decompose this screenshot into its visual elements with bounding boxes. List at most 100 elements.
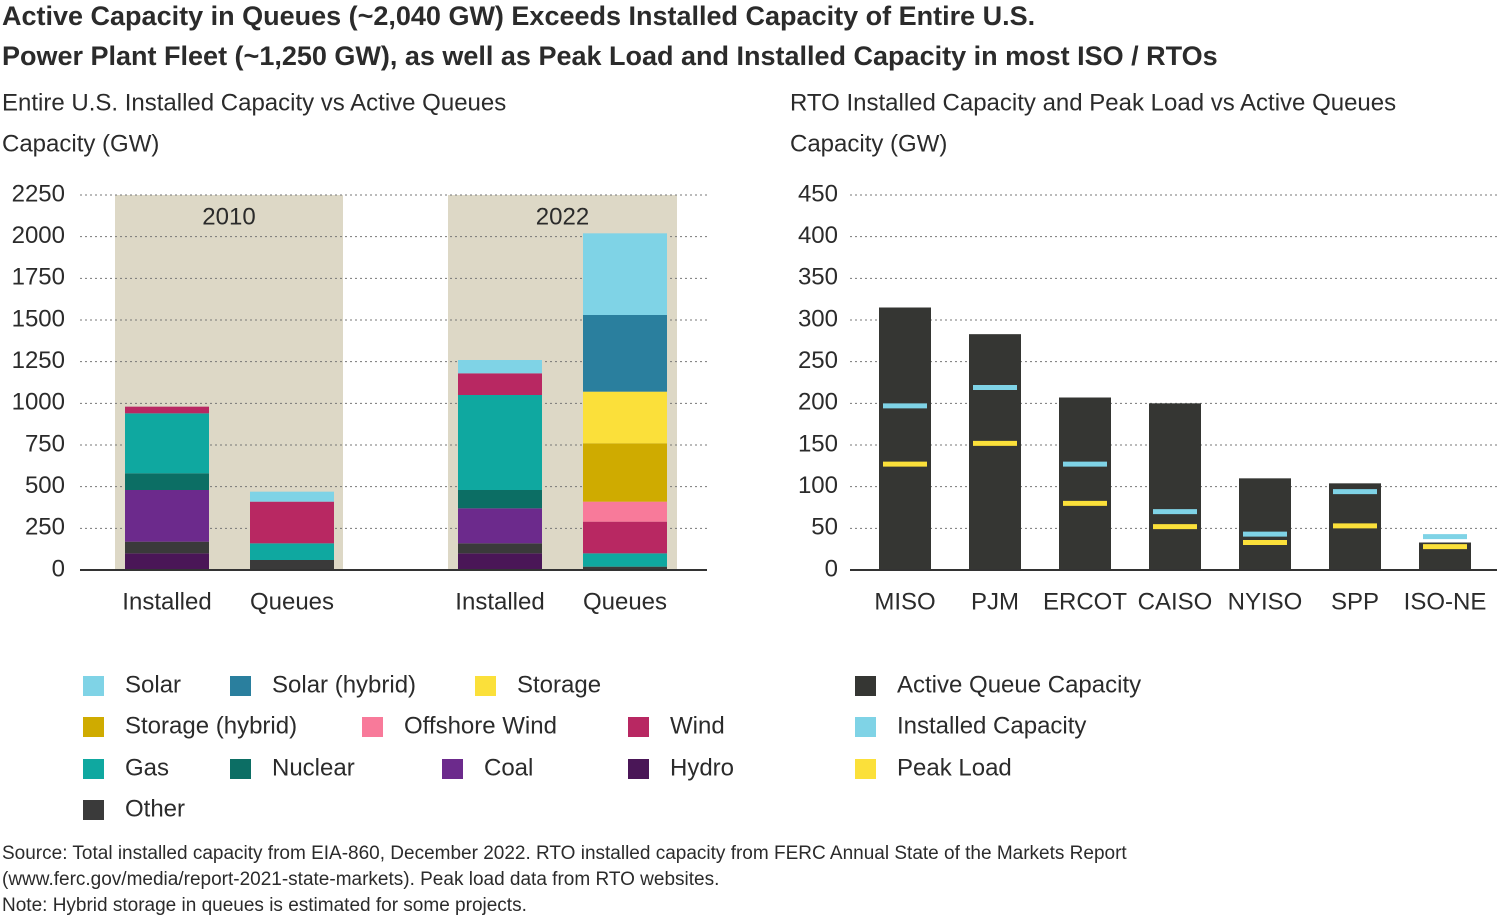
bar-segment (125, 541, 209, 554)
y-tick-label: 2250 (12, 180, 65, 207)
bar-segment (458, 490, 542, 509)
bar-segment (583, 233, 667, 315)
bar-segment (250, 560, 334, 570)
bar-segment (125, 553, 209, 570)
x-tick-label: ERCOT (1043, 588, 1127, 615)
x-tick-label: Queues (583, 588, 667, 615)
y-tick-label: 0 (825, 555, 838, 582)
bar-segment (458, 543, 542, 554)
x-tick-label: Queues (250, 588, 334, 615)
note: Source: Total installed capacity from EI… (2, 843, 1127, 864)
legend-label: Nuclear (272, 754, 355, 781)
bar (969, 334, 1021, 570)
legend-swatch (855, 717, 876, 737)
x-tick-label: PJM (971, 588, 1019, 615)
bar-segment (125, 490, 209, 542)
bar (1239, 478, 1291, 570)
legend-swatch (83, 759, 104, 779)
x-tick-label: Installed (122, 588, 211, 615)
y-tick-label: 50 (811, 514, 838, 541)
legend-label: Solar (hybrid) (272, 671, 416, 698)
group-label: 2022 (536, 203, 589, 230)
bar-segment (125, 473, 209, 490)
bar-segment (583, 521, 667, 554)
bar (879, 307, 931, 570)
bar-segment (583, 553, 667, 567)
y-tick-label: 100 (798, 472, 838, 499)
legend-swatch (230, 759, 251, 779)
legend-swatch (628, 717, 649, 737)
legend-label: Storage (hybrid) (125, 712, 297, 739)
bar-segment (458, 395, 542, 490)
y-tick-label: 2000 (12, 222, 65, 249)
bar-segment (250, 543, 334, 560)
bar-segment (583, 501, 667, 522)
y-tick-label: 0 (52, 555, 65, 582)
bar-segment (458, 373, 542, 395)
bar-segment (583, 391, 667, 444)
legend-swatch (83, 676, 104, 696)
title-line: Active Capacity in Queues (~2,040 GW) Ex… (2, 1, 1035, 31)
x-tick-label: Installed (455, 588, 544, 615)
y-tick-label: 1000 (12, 389, 65, 416)
x-tick-label: SPP (1331, 588, 1379, 615)
legend-swatch (362, 717, 383, 737)
legend-swatch (628, 759, 649, 779)
legend-label: Installed Capacity (897, 712, 1086, 739)
bar-segment (125, 413, 209, 474)
bar-segment (583, 315, 667, 392)
legend-label: Peak Load (897, 754, 1012, 781)
legend-swatch (442, 759, 463, 779)
y-tick-label: 200 (798, 389, 838, 416)
bar (1059, 397, 1111, 570)
note: (www.ferc.gov/media/report-2021-state-ma… (2, 869, 719, 890)
title-line: Power Plant Fleet (~1,250 GW), as well a… (2, 41, 1218, 71)
legend-label: Active Queue Capacity (897, 671, 1141, 698)
x-tick-label: NYISO (1228, 588, 1303, 615)
bar-segment (458, 508, 542, 544)
legend-label: Offshore Wind (404, 712, 557, 739)
bar-segment (125, 406, 209, 414)
y-tick-label: 150 (798, 430, 838, 457)
legend-swatch (475, 676, 496, 696)
y-tick-label: 250 (798, 347, 838, 374)
legend-swatch (855, 759, 876, 779)
legend-swatch (83, 800, 104, 820)
bar-segment (250, 491, 334, 502)
chart-subtitle: Entire U.S. Installed Capacity vs Active… (2, 89, 506, 116)
y-tick-label: 300 (798, 305, 838, 332)
y-tick-label: 1500 (12, 305, 65, 332)
y-tick-label: 750 (25, 430, 65, 457)
note: Note: Hybrid storage in queues is estima… (2, 895, 527, 916)
y-tick-label: 1750 (12, 264, 65, 291)
legend-swatch (230, 676, 251, 696)
y-tick-label: 500 (25, 472, 65, 499)
x-tick-label: CAISO (1138, 588, 1213, 615)
x-tick-label: ISO-NE (1404, 588, 1487, 615)
group-label: 2010 (202, 203, 255, 230)
y-tick-label: 350 (798, 264, 838, 291)
legend-swatch (855, 676, 876, 696)
legend-label: Hydro (670, 754, 734, 781)
y-axis-label: Capacity (GW) (2, 130, 159, 157)
legend-label: Solar (125, 671, 181, 698)
legend-label: Storage (517, 671, 601, 698)
bar-segment (583, 566, 667, 570)
bar-segment (583, 443, 667, 502)
legend-label: Other (125, 795, 185, 822)
legend-label: Gas (125, 754, 169, 781)
legend-label: Coal (484, 754, 533, 781)
x-tick-label: MISO (874, 588, 935, 615)
bar-segment (458, 360, 542, 374)
bar-segment (458, 553, 542, 570)
chart-subtitle: RTO Installed Capacity and Peak Load vs … (790, 89, 1396, 116)
bar-segment (250, 501, 334, 544)
legend-swatch (83, 717, 104, 737)
y-axis-label: Capacity (GW) (790, 130, 947, 157)
legend-label: Wind (670, 712, 725, 739)
y-tick-label: 450 (798, 180, 838, 207)
y-tick-label: 400 (798, 222, 838, 249)
y-tick-label: 250 (25, 514, 65, 541)
y-tick-label: 1250 (12, 347, 65, 374)
